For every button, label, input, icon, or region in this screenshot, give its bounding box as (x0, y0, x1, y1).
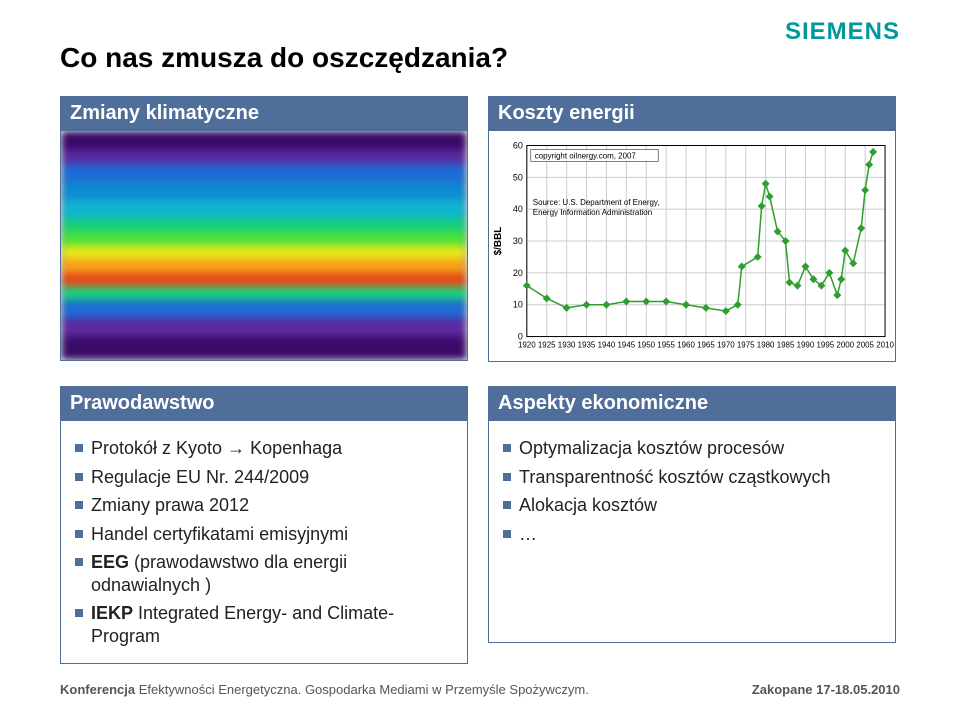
svg-text:1920: 1920 (518, 341, 536, 350)
svg-text:50: 50 (513, 172, 523, 182)
list-item: Optymalizacja kosztów procesów (503, 437, 889, 460)
list-item: Regulacje EU Nr. 244/2009 (75, 466, 461, 489)
svg-text:30: 30 (513, 236, 523, 246)
svg-text:1945: 1945 (617, 341, 635, 350)
svg-text:1965: 1965 (697, 341, 715, 350)
economics-list: Optymalizacja kosztów procesów Transparen… (489, 421, 895, 561)
footer: Konferencja Efektywności Energetyczna. G… (60, 682, 900, 697)
list-item: Handel certyfikatami emisyjnymi (75, 523, 461, 546)
panel-energy-cost-body: 0102030405060192019251930193519401945195… (488, 131, 896, 362)
siemens-logo: SIEMENS (785, 18, 900, 46)
svg-text:20: 20 (513, 268, 523, 278)
panel-economics-header: Aspekty ekonomiczne (488, 386, 896, 421)
svg-text:1940: 1940 (598, 341, 616, 350)
panel-climate-body (60, 131, 468, 361)
svg-text:copyright oilnergy.com, 2007: copyright oilnergy.com, 2007 (535, 151, 637, 160)
svg-text:$/BBL: $/BBL (493, 227, 504, 256)
svg-text:2000: 2000 (836, 341, 854, 350)
list-item: EEG (prawodawstwo dla energii odnawialny… (75, 551, 461, 596)
svg-text:Energy Information Administrat: Energy Information Administration (533, 208, 652, 217)
panel-legislation-body: Protokół z Kyoto → Kopenhaga Regulacje EU… (60, 421, 468, 664)
panel-climate-header: Zmiany klimatyczne (60, 96, 468, 131)
list-item: Zmiany prawa 2012 (75, 494, 461, 517)
svg-text:10: 10 (513, 300, 523, 310)
svg-text:1975: 1975 (737, 341, 755, 350)
svg-text:1995: 1995 (816, 341, 834, 350)
panel-economics-body: Optymalizacja kosztów procesów Transparen… (488, 421, 896, 643)
panel-economics: Aspekty ekonomiczne Optymalizacja kosztó… (488, 386, 896, 643)
svg-text:1985: 1985 (777, 341, 795, 350)
svg-text:40: 40 (513, 204, 523, 214)
panel-legislation: Prawodawstwo Protokół z Kyoto → Kopenhag… (60, 386, 468, 664)
svg-text:Source: U.S. Department of Ene: Source: U.S. Department of Energy, (533, 198, 660, 207)
svg-text:1950: 1950 (637, 341, 655, 350)
svg-text:2005: 2005 (856, 341, 874, 350)
footer-right: Zakopane 17-18.05.2010 (752, 682, 900, 697)
slide: { "logo": { "text": "SIEMENS", "color": … (0, 0, 960, 717)
svg-text:1990: 1990 (797, 341, 815, 350)
svg-text:1980: 1980 (757, 341, 775, 350)
svg-text:1960: 1960 (677, 341, 695, 350)
list-item: Alokacja kosztów (503, 494, 889, 517)
panel-energy-cost: Koszty energii 0102030405060192019251930… (488, 96, 896, 362)
legislation-list: Protokół z Kyoto → Kopenhaga Regulacje EU… (61, 421, 467, 663)
thermal-map-image (61, 131, 467, 360)
list-item: … (503, 523, 889, 546)
svg-text:1930: 1930 (558, 341, 576, 350)
svg-text:1925: 1925 (538, 341, 556, 350)
list-item: IEKP Integrated Energy- and Climate-Prog… (75, 602, 461, 647)
panel-legislation-header: Prawodawstwo (60, 386, 468, 421)
svg-text:2010: 2010 (876, 341, 894, 350)
svg-text:60: 60 (513, 140, 523, 150)
panel-energy-cost-header: Koszty energii (488, 96, 896, 131)
svg-text:1955: 1955 (657, 341, 675, 350)
page-title: Co nas zmusza do oszczędzania? (60, 42, 508, 74)
list-item: Transparentność kosztów cząstkowych (503, 466, 889, 489)
svg-text:1935: 1935 (578, 341, 596, 350)
footer-left: Konferencja Efektywności Energetyczna. G… (60, 682, 589, 697)
list-item: Protokół z Kyoto → Kopenhaga (75, 437, 461, 460)
oil-price-chart: 0102030405060192019251930193519401945195… (489, 131, 895, 361)
panel-climate: Zmiany klimatyczne (60, 96, 468, 361)
svg-text:1970: 1970 (717, 341, 735, 350)
